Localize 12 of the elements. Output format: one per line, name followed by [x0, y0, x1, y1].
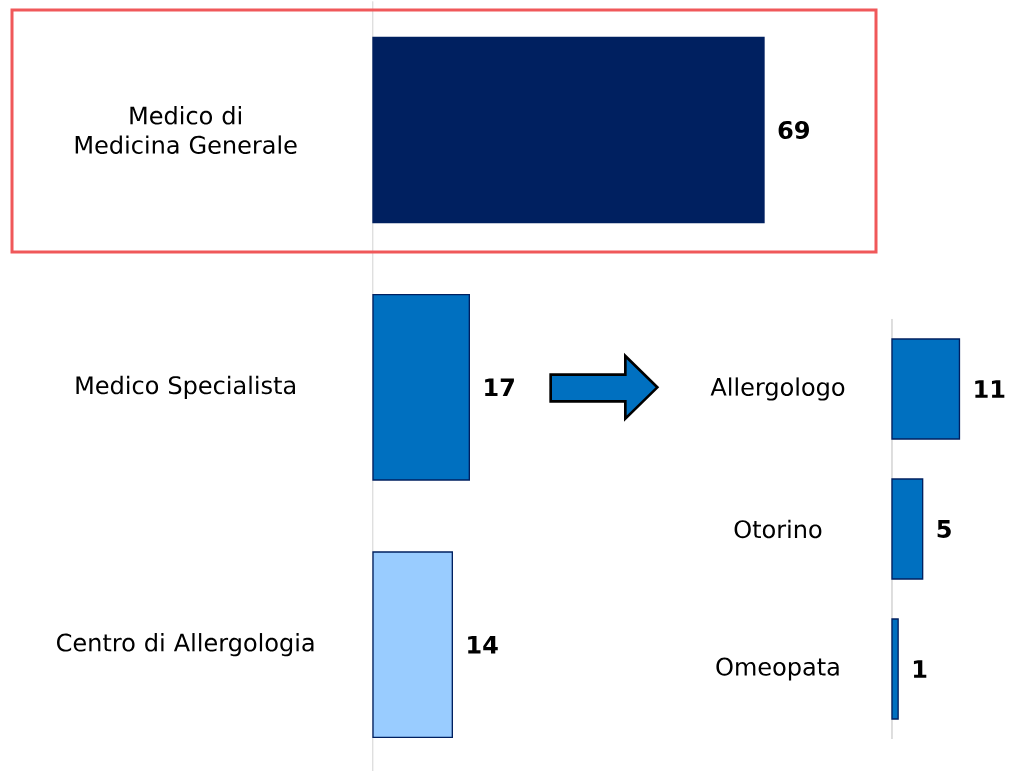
- y-tick-label: Omeopata: [716, 657, 839, 681]
- data-label: 69: [778, 120, 809, 140]
- data-label: 1: [913, 660, 927, 678]
- data-label: 11: [975, 380, 1005, 398]
- y-tick-label: Otorino: [734, 519, 822, 539]
- y-tick-label: Centro di Allergologia: [57, 633, 314, 657]
- data-label: 17: [485, 378, 514, 397]
- y-tick-label: Medico Specialista: [76, 375, 295, 399]
- y-tick-label: Allergologo: [710, 377, 845, 401]
- y-tick-label: Medico di Medicina Generale: [75, 106, 297, 154]
- data-label: 14: [468, 635, 498, 654]
- data-label: 5: [937, 520, 951, 538]
